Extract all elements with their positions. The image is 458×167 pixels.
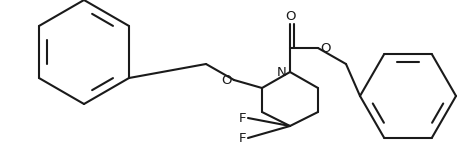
Text: O: O xyxy=(285,10,295,23)
Text: F: F xyxy=(239,131,246,144)
Text: O: O xyxy=(320,42,331,54)
Text: N: N xyxy=(277,65,287,78)
Text: O: O xyxy=(222,73,232,87)
Text: F: F xyxy=(239,112,246,125)
